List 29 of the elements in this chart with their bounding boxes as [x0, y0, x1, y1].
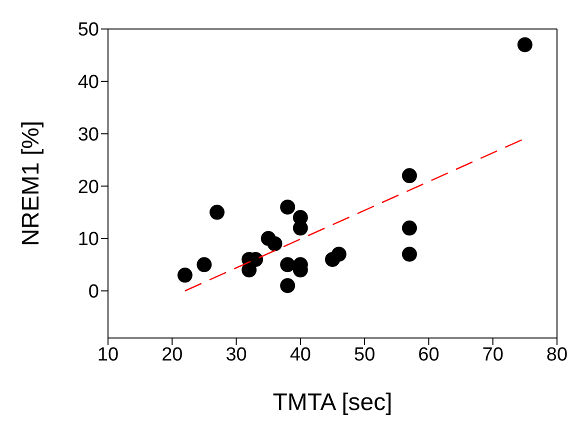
x-tick-label: 30 [226, 344, 247, 366]
point [280, 257, 296, 272]
point [280, 200, 296, 215]
point [210, 204, 225, 220]
x-axis-title: TMTA [sec] [272, 389, 392, 416]
point [402, 168, 417, 184]
x-tick-label: 80 [546, 344, 568, 366]
y-tick-label: 40 [78, 72, 99, 94]
point [402, 246, 417, 262]
point [267, 236, 282, 252]
point [177, 268, 192, 283]
y-tick-label: 20 [78, 176, 99, 198]
point [402, 220, 417, 236]
point [196, 257, 212, 272]
x-tick-label: 20 [162, 344, 183, 366]
x-tick-label: 10 [97, 344, 119, 366]
y-axis-title: NREM1 [%] [18, 120, 45, 246]
x-tick-label: 40 [290, 344, 311, 366]
x-tick-label: 70 [482, 344, 504, 366]
point [331, 246, 346, 262]
point [280, 278, 296, 294]
y-tick-label: 0 [88, 282, 99, 303]
x-tick-label: 60 [418, 344, 440, 366]
y-tick-label: 30 [78, 124, 99, 146]
y-tick-label: 10 [78, 229, 99, 250]
point [292, 220, 308, 236]
y-tick-label: 50 [78, 20, 99, 41]
point [517, 37, 532, 52]
x-tick-label: 50 [354, 344, 376, 366]
